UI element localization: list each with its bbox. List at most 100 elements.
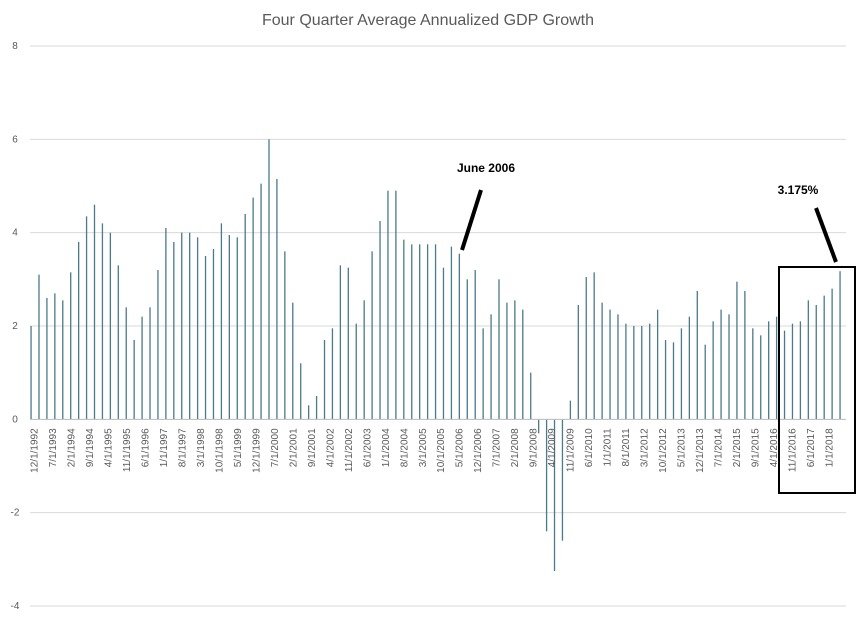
annotation-june-2006: June 2006 bbox=[457, 161, 515, 175]
bar bbox=[482, 328, 484, 420]
bar bbox=[300, 363, 302, 420]
bar bbox=[419, 244, 421, 420]
x-tick-label: 12/1/2013 bbox=[695, 428, 706, 473]
bar bbox=[85, 216, 88, 420]
x-tick-label: 7/1/2007 bbox=[492, 428, 503, 467]
x-tick-label: 5/1/2013 bbox=[677, 428, 688, 467]
bar bbox=[93, 204, 96, 420]
bar bbox=[268, 139, 270, 420]
x-tick-label: 1/1/2018 bbox=[825, 428, 836, 467]
bar bbox=[799, 321, 802, 420]
bar bbox=[474, 270, 476, 420]
bar bbox=[141, 316, 143, 420]
bar bbox=[506, 302, 508, 420]
bar bbox=[783, 330, 786, 420]
bar bbox=[339, 265, 342, 420]
bar bbox=[466, 279, 468, 420]
x-tick-label: 11/1/2002 bbox=[344, 428, 355, 472]
x-tick-label: 11/1/2009 bbox=[566, 428, 577, 472]
annotation-latest-arrow bbox=[814, 207, 838, 263]
x-tick-label: 4/1/2009 bbox=[547, 428, 558, 467]
bar bbox=[371, 251, 373, 420]
bar bbox=[633, 326, 635, 420]
bar bbox=[189, 232, 191, 420]
bar bbox=[149, 307, 151, 420]
x-tick-label: 4/1/1995 bbox=[103, 428, 114, 467]
bar bbox=[514, 300, 516, 420]
bar bbox=[522, 309, 524, 420]
bar bbox=[236, 237, 238, 420]
bar bbox=[117, 265, 119, 420]
x-tick-label: 4/1/2016 bbox=[769, 428, 780, 467]
bar bbox=[823, 295, 825, 420]
bar bbox=[585, 277, 587, 420]
bar bbox=[387, 190, 389, 420]
x-tick-label: 2/1/2015 bbox=[732, 428, 743, 467]
bar bbox=[133, 340, 135, 420]
bar bbox=[244, 214, 246, 420]
bar bbox=[220, 223, 223, 420]
bar bbox=[609, 309, 611, 420]
bar bbox=[807, 300, 809, 420]
bar bbox=[62, 300, 64, 420]
bar bbox=[411, 244, 413, 420]
bar bbox=[815, 305, 817, 420]
bar bbox=[315, 396, 318, 420]
bar bbox=[831, 288, 833, 420]
x-tick-label: 12/1/1999 bbox=[251, 428, 262, 473]
x-tick-label: 9/1/2015 bbox=[751, 428, 762, 467]
x-tick-label: 3/1/1998 bbox=[196, 428, 207, 467]
bar bbox=[752, 328, 754, 420]
x-axis-tick-labels: 12/1/1992 7/1/1993 2/1/1994 9/1/1994 4/1/199… bbox=[30, 428, 836, 473]
y-tick-label: -4 bbox=[11, 601, 20, 612]
x-tick-label: 3/1/2005 bbox=[418, 428, 429, 467]
x-tick-label: 8/1/1997 bbox=[177, 428, 188, 467]
bar bbox=[553, 419, 556, 571]
bar bbox=[347, 267, 349, 420]
bar bbox=[395, 190, 397, 420]
x-tick-label: 9/1/2008 bbox=[529, 428, 540, 467]
bar bbox=[728, 314, 730, 420]
x-tick-label: 7/1/2014 bbox=[714, 428, 725, 467]
bar bbox=[450, 246, 453, 420]
bar bbox=[530, 372, 532, 420]
bar bbox=[672, 342, 675, 420]
bar bbox=[720, 309, 722, 420]
bar bbox=[228, 235, 230, 420]
bar bbox=[569, 400, 572, 420]
bar bbox=[664, 340, 667, 420]
bar bbox=[46, 298, 48, 420]
annotation-latest-value: 3.175% bbox=[778, 183, 819, 197]
x-tick-label: 12/1/2006 bbox=[473, 428, 484, 473]
bars bbox=[30, 139, 841, 571]
y-tick-label: 2 bbox=[12, 321, 18, 332]
x-tick-label: 11/1/1995 bbox=[122, 428, 133, 472]
bar bbox=[292, 302, 294, 420]
bar bbox=[760, 335, 762, 420]
bar bbox=[403, 239, 405, 420]
bar bbox=[688, 316, 691, 420]
bar bbox=[791, 323, 794, 420]
bar bbox=[768, 321, 770, 420]
bar bbox=[363, 300, 365, 420]
x-tick-label: 10/1/2012 bbox=[658, 428, 669, 473]
x-tick-label: 7/1/2000 bbox=[270, 428, 281, 467]
bar bbox=[696, 291, 698, 420]
x-tick-label: 2/1/1994 bbox=[66, 428, 77, 467]
x-tick-label: 3/1/2012 bbox=[640, 428, 651, 467]
bar bbox=[617, 314, 619, 420]
x-tick-label: 6/1/2017 bbox=[806, 428, 817, 467]
bar bbox=[601, 302, 603, 420]
bar bbox=[490, 314, 492, 420]
y-tick-label: 4 bbox=[12, 228, 18, 239]
bar bbox=[323, 340, 326, 420]
bar bbox=[355, 323, 357, 420]
bar bbox=[252, 197, 254, 420]
x-tick-label: 10/1/1998 bbox=[214, 428, 225, 473]
x-tick-label: 5/1/2006 bbox=[455, 428, 466, 467]
bar bbox=[545, 419, 548, 532]
bar bbox=[165, 228, 167, 420]
bar bbox=[561, 419, 564, 541]
bar bbox=[38, 274, 40, 420]
